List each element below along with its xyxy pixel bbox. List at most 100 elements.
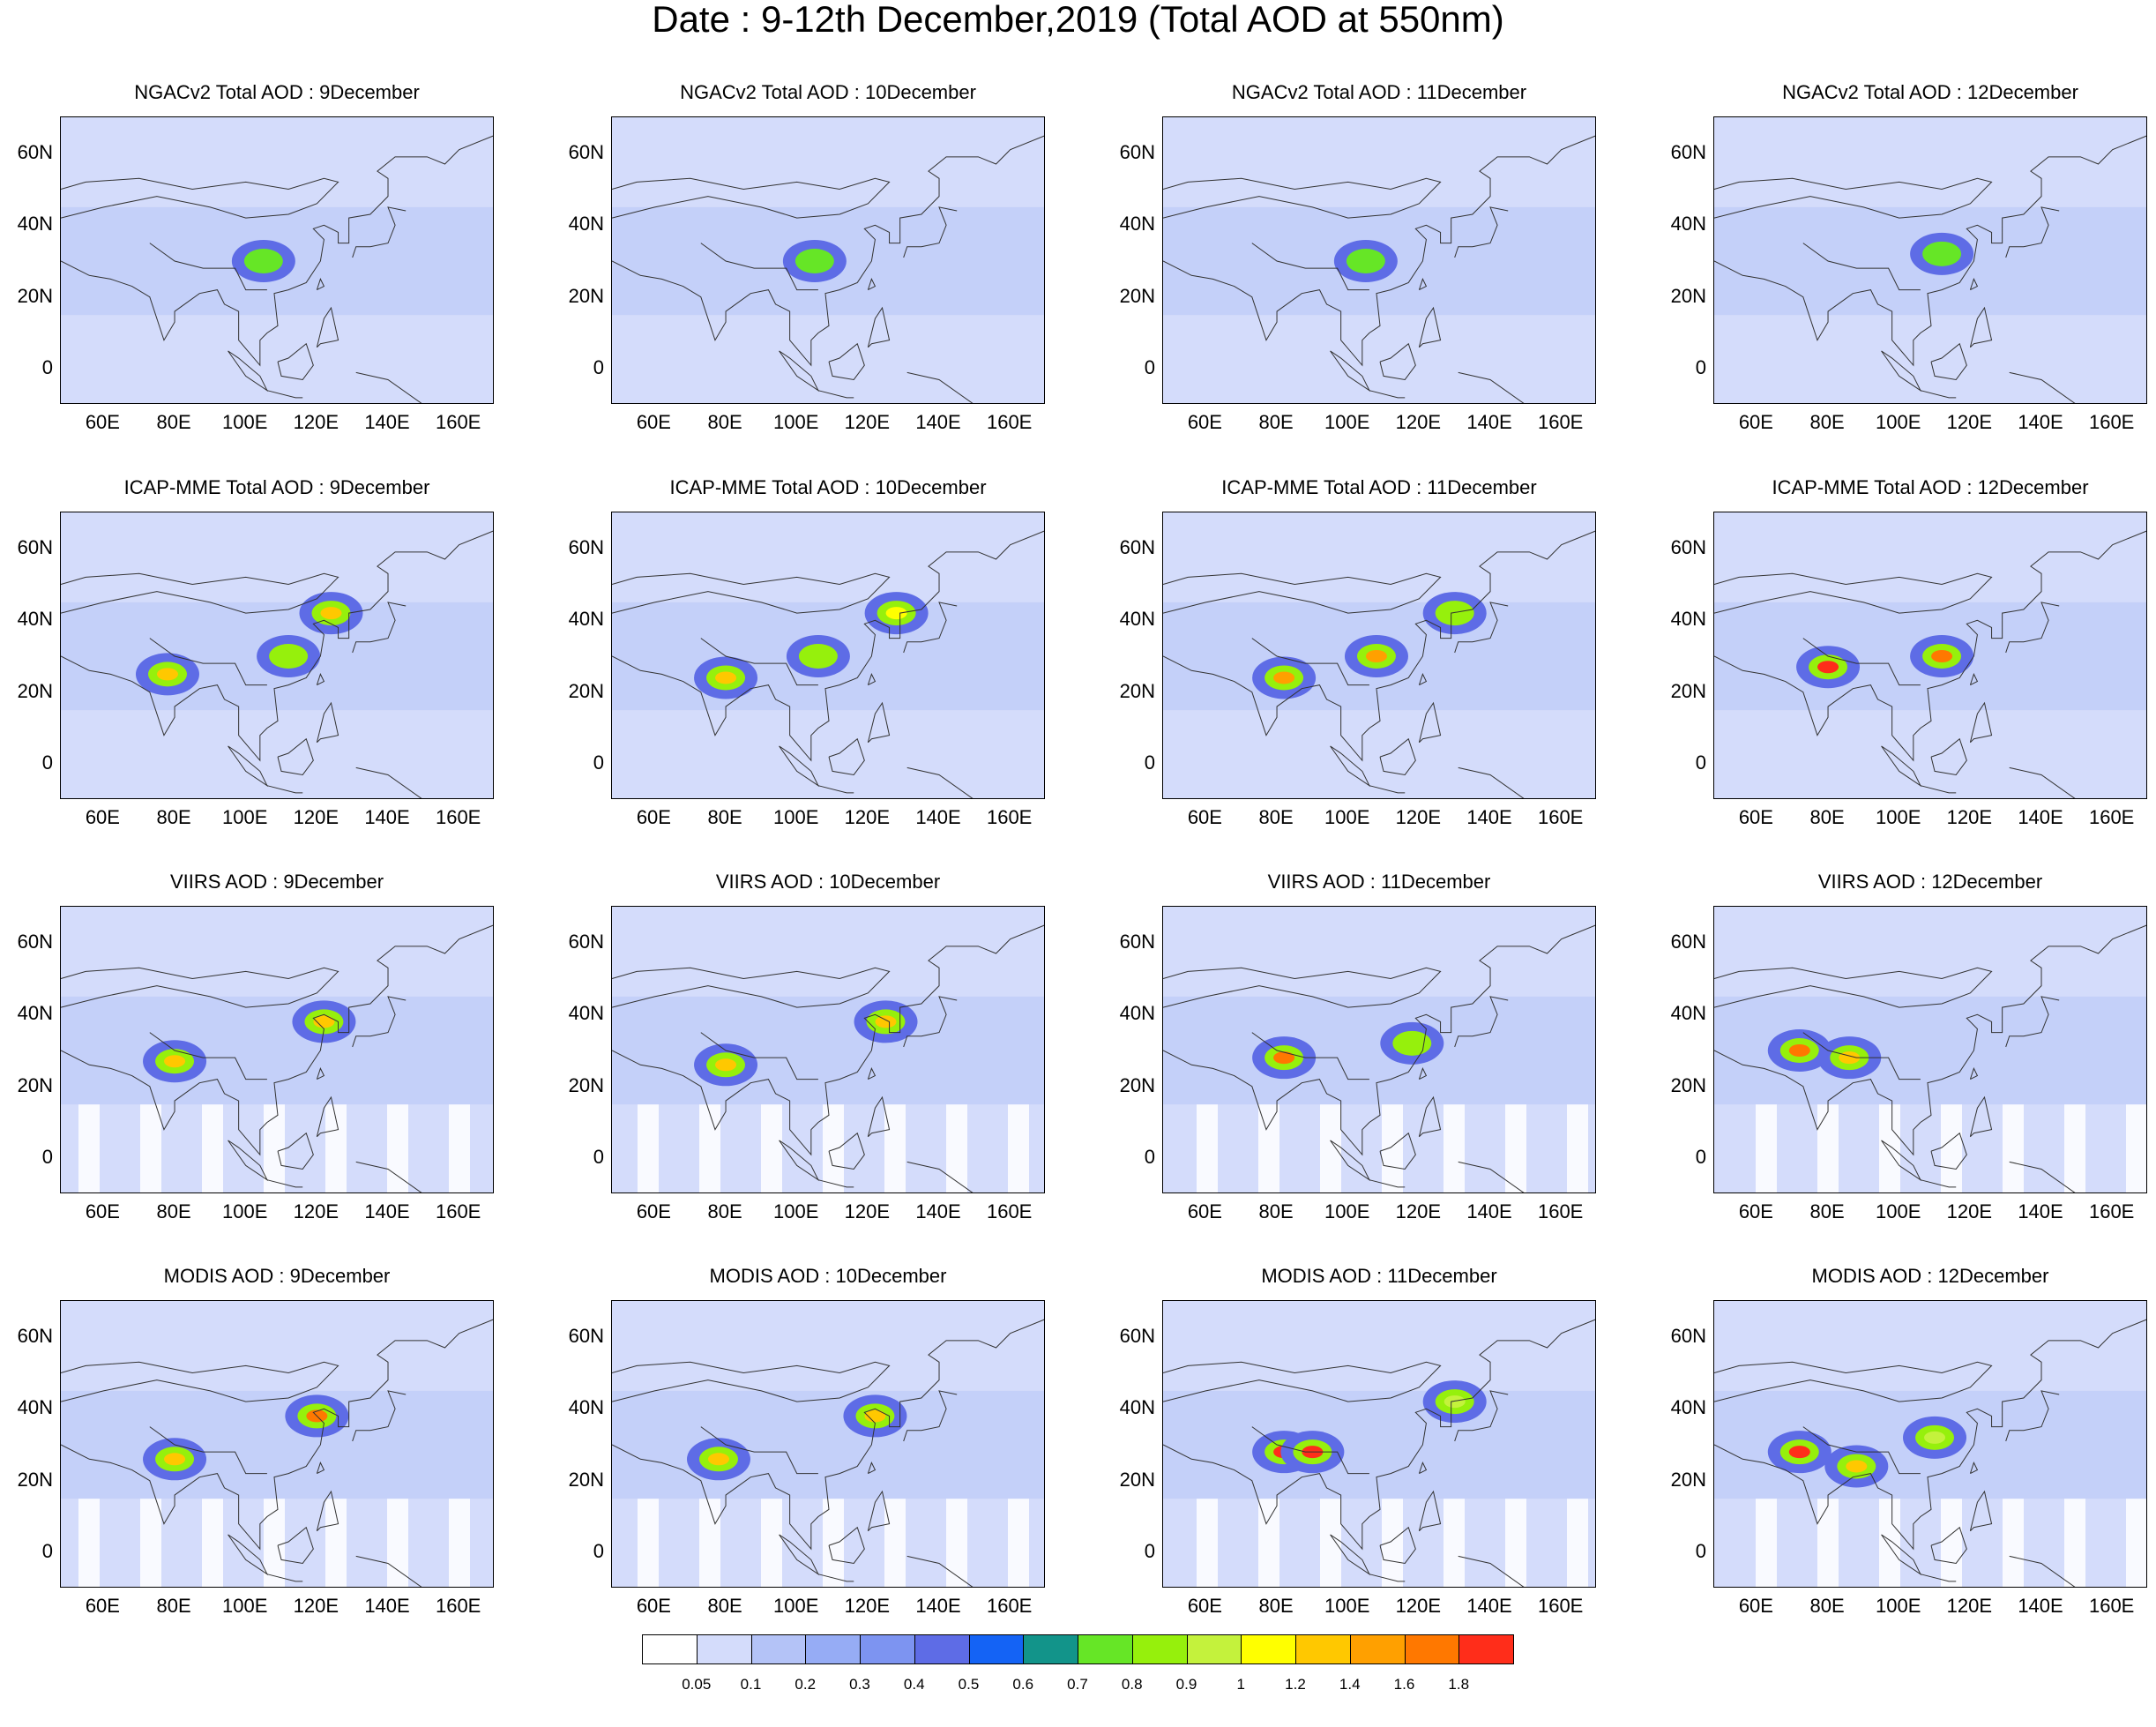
lon-tick-label: 100E bbox=[773, 1595, 819, 1617]
coastline bbox=[1418, 1462, 1428, 1475]
coastline bbox=[228, 1534, 269, 1576]
coastline bbox=[1163, 1361, 1442, 1402]
coastline bbox=[700, 638, 818, 686]
swath-gap bbox=[1197, 1104, 1218, 1192]
lon-tick-label: 60E bbox=[636, 1200, 671, 1222]
colorbar-box bbox=[696, 1634, 752, 1664]
coastline bbox=[903, 602, 958, 654]
coastline bbox=[1418, 278, 1428, 291]
coastline bbox=[1163, 572, 1442, 614]
coastline bbox=[1714, 135, 2146, 367]
lat-tick-label: 20N bbox=[568, 679, 604, 702]
lon-tick-label: 160E bbox=[986, 411, 1033, 433]
coastline bbox=[1714, 1319, 2146, 1551]
colorbar-tick-label: 1.2 bbox=[1285, 1676, 1306, 1693]
coastline bbox=[61, 177, 339, 219]
lat-tick-label: 20N bbox=[1670, 284, 1706, 307]
lat-tick-label: 40N bbox=[568, 213, 604, 236]
map-frame bbox=[1162, 1300, 1596, 1588]
lon-tick-label: 80E bbox=[156, 806, 191, 828]
coastline bbox=[612, 572, 891, 614]
coastline bbox=[1418, 673, 1428, 686]
colorbar-tick-label: 0.6 bbox=[1012, 1676, 1034, 1693]
lon-tick-label: 120E bbox=[844, 411, 891, 433]
swath-gap bbox=[1941, 1104, 1962, 1192]
lat-tick-label: 40N bbox=[1670, 1396, 1706, 1419]
map-frame bbox=[1162, 116, 1596, 404]
coastline bbox=[1969, 306, 1993, 348]
aod-hotspot bbox=[715, 671, 737, 684]
panel-title: ICAP-MME Total AOD : 11December bbox=[1221, 476, 1537, 498]
lat-tick-label: 40N bbox=[17, 213, 53, 236]
lon-tick-label: 60E bbox=[1738, 1200, 1773, 1222]
swath-gap bbox=[1817, 1104, 1839, 1192]
map-frame bbox=[1162, 512, 1596, 799]
swath-gap bbox=[884, 1499, 906, 1587]
lon-tick-label: 160E bbox=[1537, 806, 1584, 828]
coastline bbox=[867, 1462, 877, 1475]
swath-gap bbox=[1505, 1499, 1526, 1587]
lat-tick-label: 40N bbox=[17, 608, 53, 631]
coastline bbox=[1969, 1490, 1993, 1532]
coastline bbox=[817, 1574, 854, 1582]
lon-tick-label: 80E bbox=[707, 1200, 742, 1222]
colorbar-box bbox=[1241, 1634, 1296, 1664]
coastline bbox=[1379, 737, 1416, 776]
swath-gap bbox=[1320, 1104, 1341, 1192]
map-frame bbox=[1713, 512, 2147, 799]
swath-gap bbox=[2003, 1104, 2024, 1192]
coastline bbox=[1920, 1179, 1957, 1188]
lon-tick-label: 160E bbox=[435, 411, 481, 433]
aod-hotspot bbox=[1401, 1036, 1423, 1050]
coastline bbox=[779, 1534, 820, 1576]
lon-tick-label: 80E bbox=[156, 1595, 191, 1617]
coastline bbox=[1454, 996, 1509, 1048]
aod-hotspot bbox=[313, 1015, 335, 1028]
coastline bbox=[1454, 602, 1509, 654]
swath-gap bbox=[202, 1104, 223, 1192]
lat-tick-label: 40N bbox=[17, 1396, 53, 1419]
coastline bbox=[316, 278, 325, 291]
coastline bbox=[1379, 1132, 1416, 1170]
lat-tick-label: 20N bbox=[1670, 679, 1706, 702]
lat-tick-label: 60N bbox=[17, 930, 53, 953]
coastline bbox=[1163, 135, 1595, 367]
coastline bbox=[228, 745, 269, 788]
coastline bbox=[316, 1490, 339, 1532]
coastline bbox=[612, 177, 891, 219]
coastline bbox=[1163, 967, 1442, 1008]
lat-tick-label: 40N bbox=[568, 608, 604, 631]
lat-tick-label: 20N bbox=[17, 1468, 53, 1491]
swath-gap bbox=[823, 1104, 844, 1192]
lat-tick-label: 0 bbox=[593, 1146, 604, 1169]
coastline bbox=[1930, 737, 1967, 776]
coastline bbox=[828, 1132, 865, 1170]
colorbar-tick-label: 0.05 bbox=[682, 1676, 712, 1693]
coastline bbox=[316, 701, 339, 744]
coastline bbox=[2009, 1161, 2076, 1192]
lat-tick-label: 20N bbox=[17, 284, 53, 307]
lon-tick-label: 100E bbox=[773, 1200, 819, 1222]
lon-tick-label: 140E bbox=[2018, 806, 2063, 828]
swath-gap bbox=[1008, 1499, 1029, 1587]
aod-hotspot bbox=[278, 650, 300, 662]
aod-hotspot bbox=[1354, 255, 1376, 267]
coastline bbox=[828, 1526, 865, 1565]
map-frame bbox=[60, 116, 494, 404]
swath-gap bbox=[1320, 1499, 1341, 1587]
coastline bbox=[1454, 1390, 1509, 1442]
lat-tick-label: 60N bbox=[17, 140, 53, 163]
coastline bbox=[355, 766, 422, 798]
swath-gap bbox=[264, 1499, 285, 1587]
coastline bbox=[1714, 1361, 1993, 1402]
lon-tick-label: 80E bbox=[707, 1595, 742, 1617]
lat-tick-label: 20N bbox=[568, 1073, 604, 1096]
coastline bbox=[700, 1032, 818, 1080]
coastline bbox=[1163, 1319, 1595, 1551]
swath-gap bbox=[1258, 1499, 1279, 1587]
colorbar-box bbox=[1078, 1634, 1133, 1664]
coastline bbox=[1881, 1534, 1922, 1576]
lat-tick-label: 40N bbox=[568, 1396, 604, 1419]
aod-hotspot bbox=[320, 607, 342, 620]
coastline bbox=[1930, 1132, 1967, 1170]
